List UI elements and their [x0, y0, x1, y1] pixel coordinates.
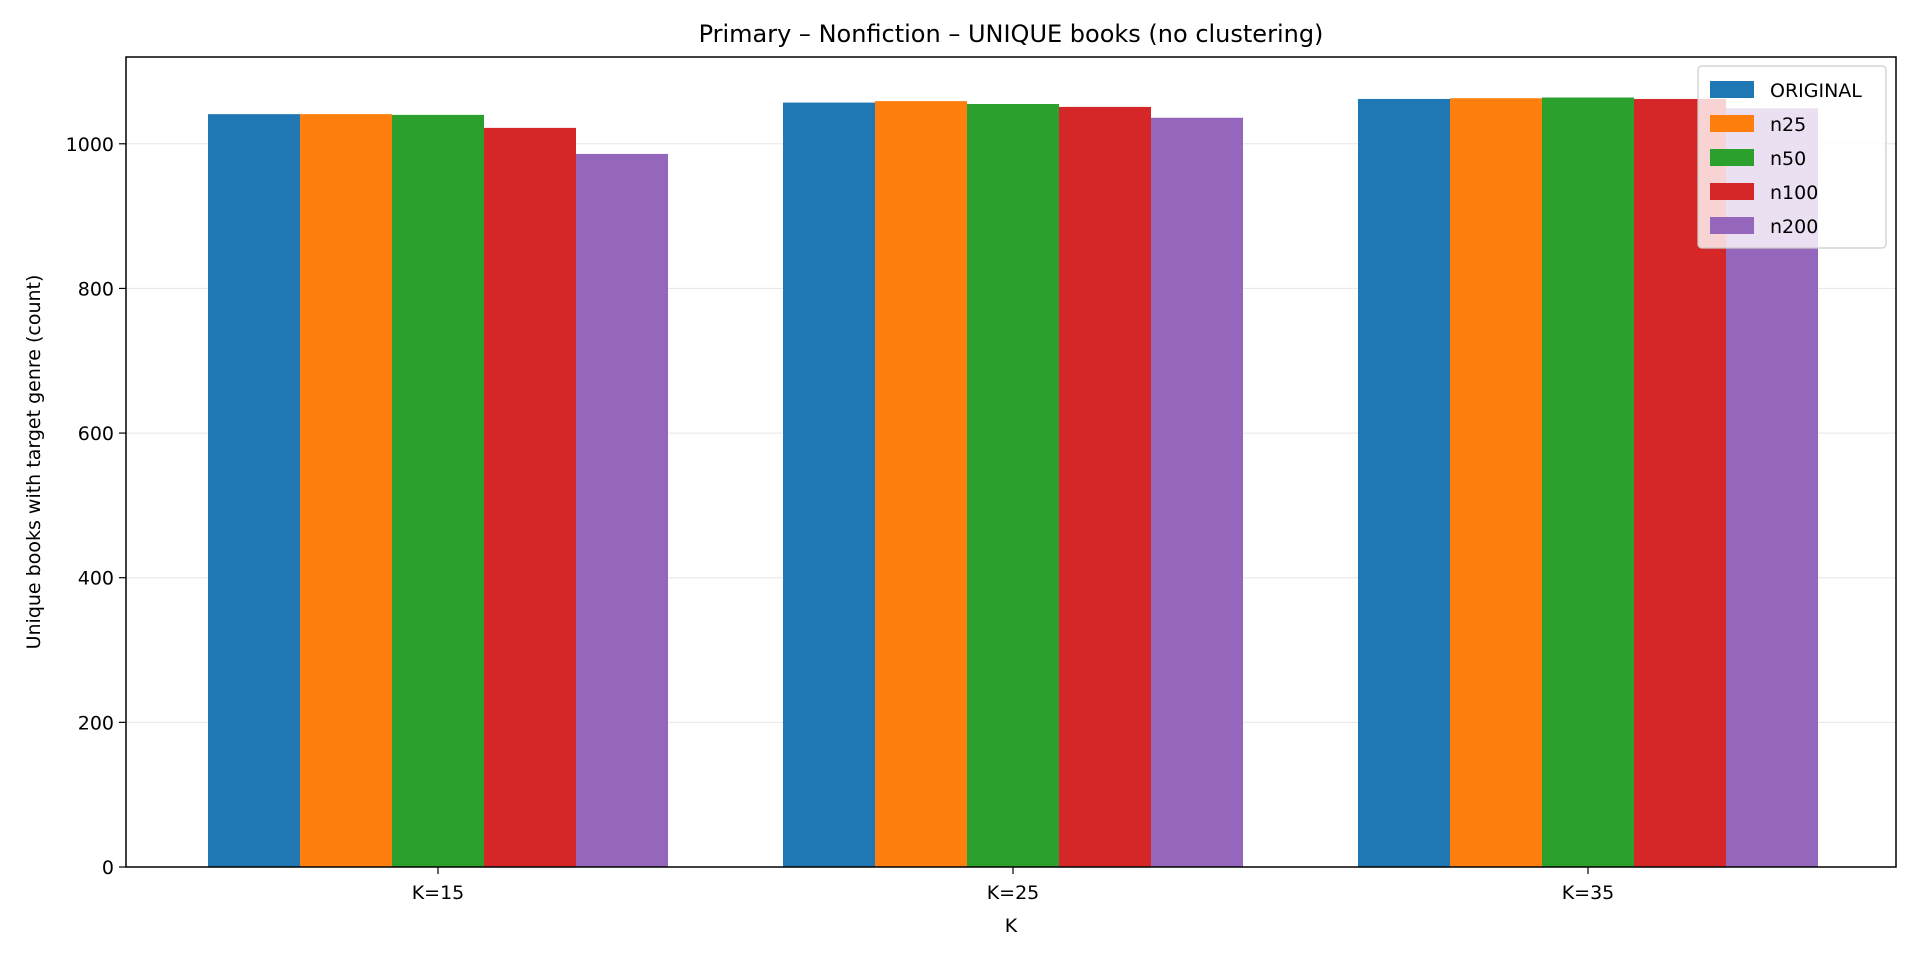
bar-n200-k=15	[576, 153, 668, 868]
plot-frame	[125, 56, 1897, 868]
chart-title: Primary – Nonfiction – UNIQUE books (no …	[699, 20, 1324, 48]
bars	[208, 97, 1818, 868]
legend-label: n100	[1770, 182, 1818, 204]
bar-original-k=25	[783, 102, 875, 867]
y-tick-label: 400	[78, 568, 114, 590]
bar-n25-k=35	[1450, 98, 1542, 868]
bar-original-k=15	[208, 114, 300, 868]
bar-n100-k=15	[484, 127, 576, 867]
bar-n50-k=35	[1542, 97, 1634, 867]
bar-n25-k=15	[300, 114, 392, 868]
legend-swatch	[1710, 115, 1754, 132]
legend-box	[1697, 65, 1887, 249]
bar-n50-k=25	[967, 104, 1059, 868]
x-axis-label: K	[1005, 915, 1018, 937]
legend-swatch	[1710, 149, 1754, 166]
legend-label: n200	[1770, 216, 1818, 238]
legend-label: n25	[1770, 114, 1806, 136]
legend-swatch	[1710, 81, 1754, 98]
y-tick-label: 600	[78, 423, 114, 445]
x-tick-label: K=35	[1562, 882, 1615, 904]
bar-n100-k=25	[1059, 106, 1151, 867]
bar-n25-k=25	[875, 101, 967, 867]
legend-label: n50	[1770, 148, 1806, 170]
y-tick-label: 0	[102, 857, 114, 879]
x-tick-label: K=25	[987, 882, 1040, 904]
legend: ORIGINAL n25 n50 n100 n200	[1697, 65, 1887, 249]
y-tick-label: 800	[78, 278, 114, 300]
y-axis-ticks: 0 200 400 600 800 1000	[66, 134, 126, 879]
y-tick-label: 1000	[66, 134, 114, 156]
x-tick-label: K=15	[412, 882, 465, 904]
y-tick-label: 200	[78, 712, 114, 734]
legend-label: ORIGINAL	[1770, 80, 1862, 102]
y-axis-label: Unique books with target genre (count)	[23, 275, 45, 650]
bar-n200-k=25	[1151, 117, 1243, 867]
legend-swatch	[1710, 183, 1754, 200]
bar-n50-k=15	[392, 114, 484, 868]
bar-original-k=35	[1358, 98, 1450, 868]
x-axis-ticks: K=15 K=25 K=35	[412, 867, 1615, 904]
legend-swatch	[1710, 217, 1754, 234]
